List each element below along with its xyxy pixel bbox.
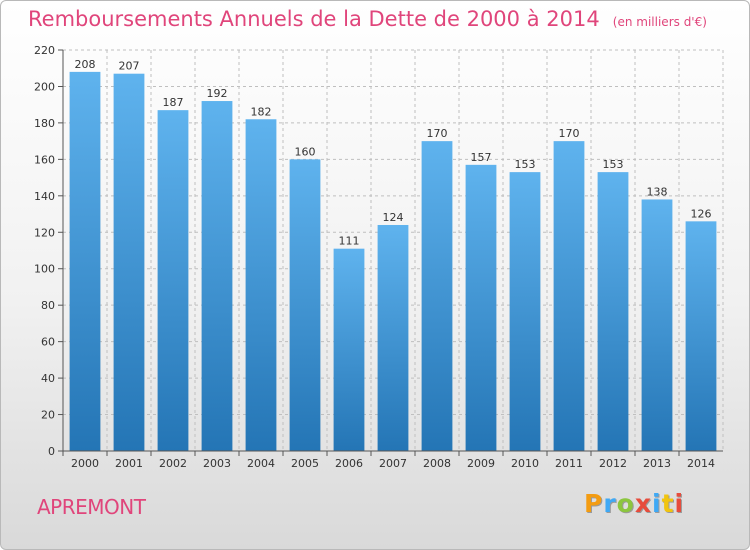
y-tick-label: 140 [34,190,55,203]
y-tick-label: 0 [48,445,55,458]
y-tick-label: 160 [34,153,55,166]
title-row: Remboursements Annuels de la Dette de 20… [28,7,707,31]
data-label: 126 [691,207,712,220]
x-tick-label: 2012 [599,457,627,470]
data-label: 153 [515,158,536,171]
bar [421,141,453,452]
x-tick-label: 2001 [115,457,143,470]
bar [465,164,497,451]
x-tick-label: 2000 [71,457,99,470]
x-tick-label: 2004 [247,457,275,470]
data-label: 170 [427,127,448,140]
x-tick-label: 2006 [335,457,363,470]
data-label: 138 [647,185,668,198]
bar [553,141,585,452]
y-tick-label: 120 [34,226,55,239]
data-label: 182 [251,105,272,118]
bar [333,248,365,451]
x-tick-label: 2013 [643,457,671,470]
brand-letter: i [652,489,662,518]
bar [597,172,629,451]
brand-letter: o [616,489,635,518]
axes: 0 20 40 60 80 100 120 140 160 180 200 220 2000 2001 20… [34,44,723,470]
y-tick-label: 60 [41,336,55,349]
bar [69,71,101,451]
x-tick-label: 2014 [687,457,715,470]
brand-logo: Proxiti [584,489,684,518]
data-label: 153 [603,158,624,171]
x-tick-label: 2005 [291,457,319,470]
y-tick-label: 220 [34,44,55,57]
brand-letter: x [634,489,652,518]
data-label: 187 [163,96,184,109]
data-label: 207 [119,60,140,73]
x-tick-label: 2011 [555,457,583,470]
bar [201,101,233,451]
x-tick-label: 2010 [511,457,539,470]
data-label: 157 [471,151,492,164]
data-label: 170 [559,127,580,140]
commune-name: APREMONT [37,495,146,519]
y-tick-label: 20 [41,409,55,422]
brand-letter: r [603,489,617,518]
y-tick-label: 80 [41,299,55,312]
brand-letter: t [661,489,675,518]
brand-letter: i [674,489,685,518]
bar [113,73,145,451]
bars: 208 207 187 192 182 160 111 124 170 157 153 170 153 1… [69,58,717,452]
chart-subtitle: (en milliers d'€) [612,15,707,29]
y-tick-label: 40 [41,372,55,385]
data-label: 111 [339,235,360,248]
data-label: 208 [75,58,96,71]
bar [245,119,277,451]
x-tick-label: 2008 [423,457,451,470]
bar [685,221,717,451]
data-label: 160 [295,145,316,158]
data-label: 192 [207,87,228,100]
bar [509,172,541,451]
x-tick-label: 2009 [467,457,495,470]
x-tick-label: 2002 [159,457,187,470]
x-tick-label: 2007 [379,457,407,470]
x-tick-label: 2003 [203,457,231,470]
bar [377,224,409,451]
data-label: 124 [383,211,404,224]
bar [289,159,321,451]
bar [157,110,189,452]
y-tick-label: 200 [34,80,55,93]
y-tick-label: 100 [34,263,55,276]
chart-title: Remboursements Annuels de la Dette de 20… [28,7,600,31]
y-tick-label: 180 [34,117,55,130]
bar [641,199,673,451]
brand-letter: P [584,489,604,518]
